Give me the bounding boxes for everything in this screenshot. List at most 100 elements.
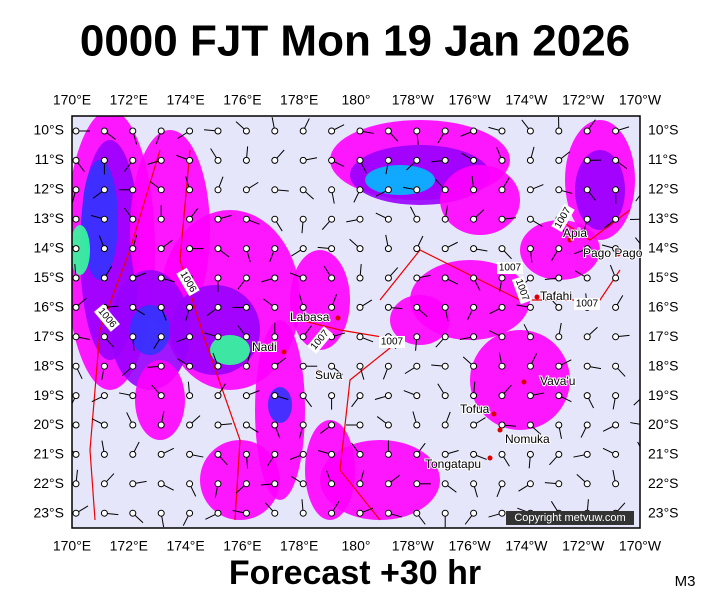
place-dot [488, 456, 493, 461]
place-label: Tafahi [540, 289, 572, 303]
barb-station [215, 275, 221, 281]
barb-station [243, 451, 249, 457]
barb-station [584, 422, 590, 428]
barb-station [385, 481, 391, 487]
barb-station [442, 481, 448, 487]
barb-station [101, 481, 107, 487]
barb-station [357, 510, 363, 516]
barb-station [357, 481, 363, 487]
barb-station [499, 393, 505, 399]
barb-station [158, 187, 164, 193]
barb-station [471, 216, 477, 222]
barb-station [499, 422, 505, 428]
barb-station [584, 157, 590, 163]
barb-station [101, 540, 107, 546]
lat-label-right: 21°S [648, 446, 679, 462]
place-dot [282, 350, 287, 355]
barb-station [243, 304, 249, 310]
barb-station [471, 304, 477, 310]
rain-area [130, 305, 170, 355]
barb-station [300, 393, 306, 399]
barb-station [272, 510, 278, 516]
barb-station [414, 451, 420, 457]
lat-label-left: 22°S [33, 475, 64, 491]
barb-station [613, 128, 619, 134]
barb-station [272, 363, 278, 369]
barb-station [243, 393, 249, 399]
lon-label-top: 170°E [53, 92, 91, 108]
barb-station [329, 157, 335, 163]
barb-station [329, 216, 335, 222]
lat-label-left: 10°S [33, 122, 64, 138]
barb-station [73, 128, 79, 134]
barb-station [187, 510, 193, 516]
barb-station [414, 304, 420, 310]
barb-station [471, 128, 477, 134]
barb-station [613, 363, 619, 369]
barb-station [357, 393, 363, 399]
barb-station [243, 275, 249, 281]
barb-station [385, 216, 391, 222]
barb-station [556, 540, 562, 546]
lat-label-right: 13°S [648, 210, 679, 226]
barb-station [300, 187, 306, 193]
barb-station [272, 128, 278, 134]
place-label: Tongatapu [425, 457, 481, 471]
lon-label-bottom: 174°W [505, 538, 548, 554]
barb-station [215, 451, 221, 457]
barb-station [73, 363, 79, 369]
barb-station [243, 334, 249, 340]
lon-label-bottom: 170°E [53, 538, 91, 554]
barb-station [158, 304, 164, 310]
barb-station [73, 216, 79, 222]
place-label: Nomuka [505, 432, 550, 446]
barb-station [130, 187, 136, 193]
lat-label-right: 18°S [648, 357, 679, 373]
barb-station [101, 157, 107, 163]
barb-station [442, 304, 448, 310]
barb-station [187, 422, 193, 428]
lon-label-top: 176°W [449, 92, 492, 108]
barb-station [385, 157, 391, 163]
lon-label-bottom: 176°W [449, 538, 492, 554]
map-code: M3 [675, 573, 696, 590]
isobar-label-text: 1007 [381, 337, 404, 348]
lon-label-top: 174°E [166, 92, 204, 108]
barb-station [527, 304, 533, 310]
barb-station [414, 246, 420, 252]
barb-station [499, 246, 505, 252]
barb-station [101, 363, 107, 369]
barb-station [499, 510, 505, 516]
barb-station [215, 510, 221, 516]
barb-station [385, 363, 391, 369]
barb-station [243, 481, 249, 487]
isobar-label: 1007 [497, 262, 523, 274]
barb-station [187, 334, 193, 340]
barb-station [215, 422, 221, 428]
barb-station [357, 128, 363, 134]
barb-station [385, 540, 391, 546]
barb-station [329, 187, 335, 193]
barb-station [300, 334, 306, 340]
barb-station [471, 510, 477, 516]
barb-station [272, 187, 278, 193]
lon-label-bottom: 174°E [166, 538, 204, 554]
barb-station [357, 334, 363, 340]
barb-station [442, 540, 448, 546]
barb-station [613, 451, 619, 457]
place-label: Nadi [252, 340, 277, 354]
barb-station [414, 393, 420, 399]
barb-station [329, 275, 335, 281]
barb-station [527, 451, 533, 457]
place-dot [336, 316, 341, 321]
barb-station [130, 451, 136, 457]
barb-station [385, 510, 391, 516]
barb-station [272, 540, 278, 546]
barb-station [527, 187, 533, 193]
barb-station [527, 393, 533, 399]
barb-station [158, 334, 164, 340]
barb-station [414, 510, 420, 516]
barb-station [556, 481, 562, 487]
barb-station [300, 451, 306, 457]
barb-station [641, 422, 647, 428]
